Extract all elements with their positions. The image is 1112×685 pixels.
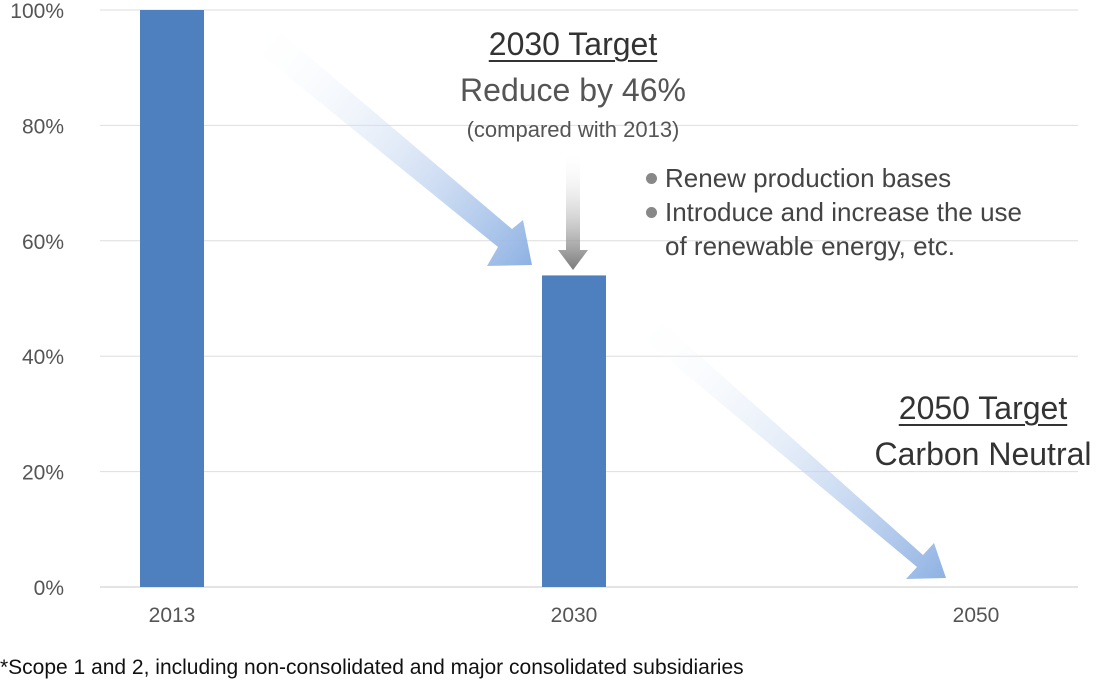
x-tick-label: 2030 bbox=[551, 604, 598, 627]
x-tick-label: 2050 bbox=[953, 604, 1000, 627]
bar-2013 bbox=[140, 10, 204, 587]
trend-arrow-2013-2030 bbox=[237, 16, 532, 266]
bullet-text: Renew production bases bbox=[665, 163, 952, 193]
bullet-item: Renew production bases bbox=[646, 163, 951, 194]
y-tick-label: 0% bbox=[34, 577, 64, 600]
y-tick-label: 40% bbox=[22, 346, 64, 369]
target-2050-subtitle: Carbon Neutral bbox=[874, 436, 1092, 472]
target-2030-title: 2030 Target bbox=[488, 26, 658, 62]
x-tick-label: 2013 bbox=[149, 604, 196, 627]
bars bbox=[140, 10, 606, 587]
y-tick-label: 80% bbox=[22, 115, 64, 138]
x-axis-ticks: 2013 2030 2050 bbox=[149, 604, 1000, 627]
trend-arrows bbox=[237, 16, 946, 579]
trend-arrow-2030-2050 bbox=[628, 307, 946, 579]
footnote: *Scope 1 and 2, including non-consolidat… bbox=[0, 656, 744, 679]
bullet-continuation: of renewable energy, etc. bbox=[665, 231, 955, 262]
target-2050-title: 2050 Target bbox=[898, 390, 1068, 426]
y-axis-ticks: 0% 20% 40% 60% 80% 100% bbox=[10, 0, 64, 600]
bullet-text: of renewable energy, etc. bbox=[665, 231, 956, 261]
bullet-item: Introduce and increase the use bbox=[646, 197, 1022, 228]
bullet-dot-icon bbox=[646, 173, 657, 184]
target-2030-note: (compared with 2013) bbox=[466, 117, 680, 142]
bullet-dot-icon bbox=[646, 207, 657, 218]
bar-2030 bbox=[542, 275, 606, 587]
bullet-text: Introduce and increase the use bbox=[665, 197, 1023, 227]
y-tick-label: 60% bbox=[22, 231, 64, 254]
y-tick-label: 100% bbox=[10, 0, 64, 23]
y-tick-label: 20% bbox=[22, 462, 64, 485]
target-2030-subtitle: Reduce by 46% bbox=[460, 72, 686, 108]
down-arrow-2030 bbox=[558, 150, 588, 270]
